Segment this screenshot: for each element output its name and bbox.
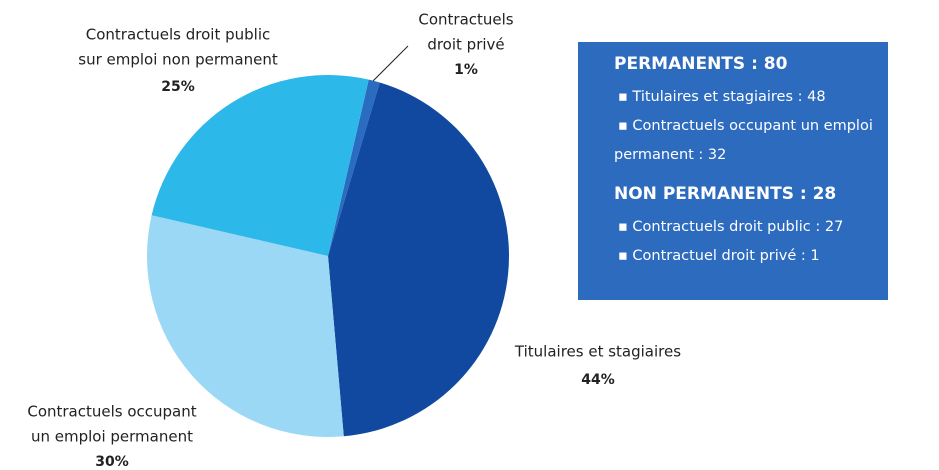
- slice-label: Contractuels occupant: [27, 403, 196, 421]
- leader-line: [371, 45, 409, 83]
- slice-label: sur emploi non permanent: [78, 51, 278, 69]
- info-item: ▪ Contractuels occupant un emploi: [618, 118, 873, 134]
- info-heading: NON PERMANENTS : 28: [614, 184, 836, 204]
- pie-slice: [328, 79, 380, 257]
- info-item: permanent : 32: [614, 147, 726, 163]
- slice-percent: 25%: [161, 79, 195, 95]
- pie-slice: [151, 74, 369, 256]
- info-item: ▪ Contractuels droit public : 27: [618, 219, 843, 235]
- slice-label: Contractuels droit public: [86, 26, 271, 44]
- slice-percent: 44%: [581, 372, 615, 388]
- info-item: ▪ Titulaires et stagiaires : 48: [618, 89, 826, 105]
- info-item: ▪ Contractuel droit privé : 1: [618, 248, 820, 264]
- slice-label: droit privé: [427, 36, 504, 54]
- slice-label: Contractuels: [418, 11, 513, 29]
- slice-label: un emploi permanent: [31, 428, 193, 446]
- slice-percent: 30%: [95, 454, 129, 470]
- info-box: [578, 42, 888, 300]
- pie-slice: [328, 82, 510, 437]
- info-heading: PERMANENTS : 80: [614, 54, 788, 74]
- slice-label: Titulaires et stagiaires: [514, 343, 681, 361]
- slice-percent: 1%: [454, 62, 478, 78]
- pie-slice: [147, 215, 344, 437]
